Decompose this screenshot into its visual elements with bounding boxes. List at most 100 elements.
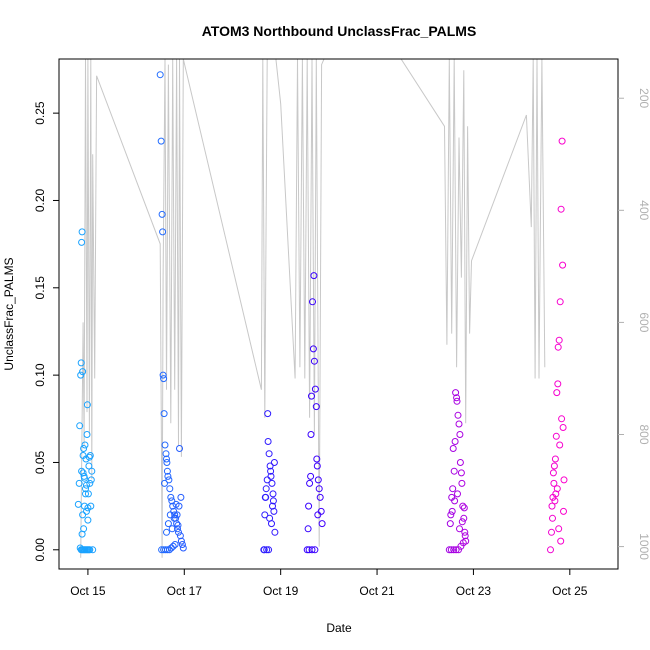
- data-point: [78, 238, 86, 246]
- data-point: [262, 485, 270, 493]
- data-point: [555, 336, 563, 344]
- data-point: [158, 210, 166, 218]
- data-point: [161, 441, 169, 449]
- data-point: [311, 385, 319, 393]
- data-point: [167, 493, 175, 501]
- secondary-y-axis: 200 400 600 800 1000: [618, 88, 650, 560]
- data-point: [175, 528, 182, 536]
- data-point: [159, 371, 167, 379]
- data-point: [554, 343, 562, 351]
- x-tick-label: Oct 23: [456, 584, 492, 598]
- data-point: [311, 546, 319, 554]
- x-tick-label: Oct 17: [167, 584, 203, 598]
- data-point: [312, 403, 320, 411]
- data-point: [163, 455, 170, 463]
- data-point: [316, 493, 324, 501]
- data-point: [266, 462, 274, 470]
- y2-tick-label: 600: [637, 312, 650, 332]
- data-point: [177, 493, 185, 501]
- y2-tick-label: 1000: [637, 533, 650, 560]
- data-point: [87, 476, 95, 484]
- data-point: [550, 462, 558, 470]
- data-point: [170, 514, 178, 522]
- data-point: [452, 546, 460, 554]
- data-point: [77, 371, 85, 379]
- data-point: [551, 455, 559, 463]
- data-point: [315, 485, 323, 493]
- data-point: [169, 542, 177, 550]
- data-point: [267, 467, 275, 475]
- data-point: [550, 479, 558, 487]
- data-point: [160, 410, 168, 418]
- data-point: [166, 485, 174, 493]
- y-tick-label: 0.10: [33, 363, 47, 387]
- data-point: [179, 544, 187, 552]
- data-point: [84, 490, 92, 498]
- data-point: [81, 441, 89, 449]
- data-point: [310, 272, 318, 280]
- data-point: [171, 511, 179, 519]
- data-point: [79, 511, 87, 519]
- data-point: [83, 401, 91, 409]
- data-point: [81, 474, 88, 482]
- data-point: [264, 410, 272, 418]
- data-point: [557, 537, 565, 545]
- data-point: [86, 479, 94, 487]
- data-point: [447, 511, 455, 519]
- data-point: [156, 71, 164, 79]
- data-point: [268, 479, 276, 487]
- data-point: [265, 546, 273, 554]
- data-point: [308, 392, 315, 400]
- data-point: [447, 546, 455, 554]
- data-point: [308, 546, 316, 554]
- data-point: [168, 497, 176, 505]
- data-point: [309, 345, 317, 353]
- data-point: [78, 467, 86, 475]
- data-point: [559, 424, 567, 431]
- data-point: [454, 490, 461, 498]
- data-point: [177, 537, 185, 545]
- data-point: [75, 479, 83, 487]
- data-point: [82, 490, 89, 498]
- data-point: [264, 438, 272, 445]
- data-point: [558, 415, 566, 423]
- data-point: [174, 521, 182, 529]
- data-point: [304, 525, 312, 533]
- data-point: [74, 500, 82, 508]
- data-point: [163, 528, 170, 536]
- data-point: [307, 431, 315, 438]
- data-point: [450, 546, 458, 554]
- data-point: [266, 514, 274, 522]
- data-point: [560, 476, 568, 484]
- x-tick-label: Oct 21: [359, 584, 395, 598]
- data-point: [176, 532, 184, 540]
- data-point: [86, 546, 94, 554]
- data-point: [455, 420, 463, 428]
- x-axis: Oct 15 Oct 17 Oct 19 Oct 21 Oct 23 Oct 25: [70, 569, 588, 598]
- data-point: [560, 507, 567, 515]
- data-point: [557, 205, 565, 213]
- chart-title: ATOM3 Northbound UnclassFrac_PALMS: [202, 23, 477, 39]
- data-point: [77, 359, 85, 367]
- data-point: [83, 481, 90, 489]
- x-tick-label: Oct 19: [263, 584, 299, 598]
- y2-tick-label: 200: [637, 88, 650, 108]
- data-point: [559, 261, 567, 269]
- data-point: [167, 544, 175, 552]
- data-point: [83, 431, 91, 438]
- data-point: [78, 228, 86, 236]
- data-point: [270, 459, 278, 466]
- x-tick-label: Oct 25: [552, 584, 588, 598]
- data-point: [554, 380, 562, 388]
- data-point: [85, 462, 93, 470]
- y-tick-label: 0.25: [33, 101, 47, 125]
- data-point: [82, 455, 90, 463]
- data-point: [163, 459, 171, 466]
- data-point: [549, 469, 557, 477]
- data-point: [555, 525, 563, 533]
- y-tick-label: 0.20: [33, 188, 47, 212]
- data-point: [161, 479, 168, 487]
- data-point: [306, 479, 314, 487]
- data-point: [314, 476, 322, 484]
- data-point: [461, 528, 469, 536]
